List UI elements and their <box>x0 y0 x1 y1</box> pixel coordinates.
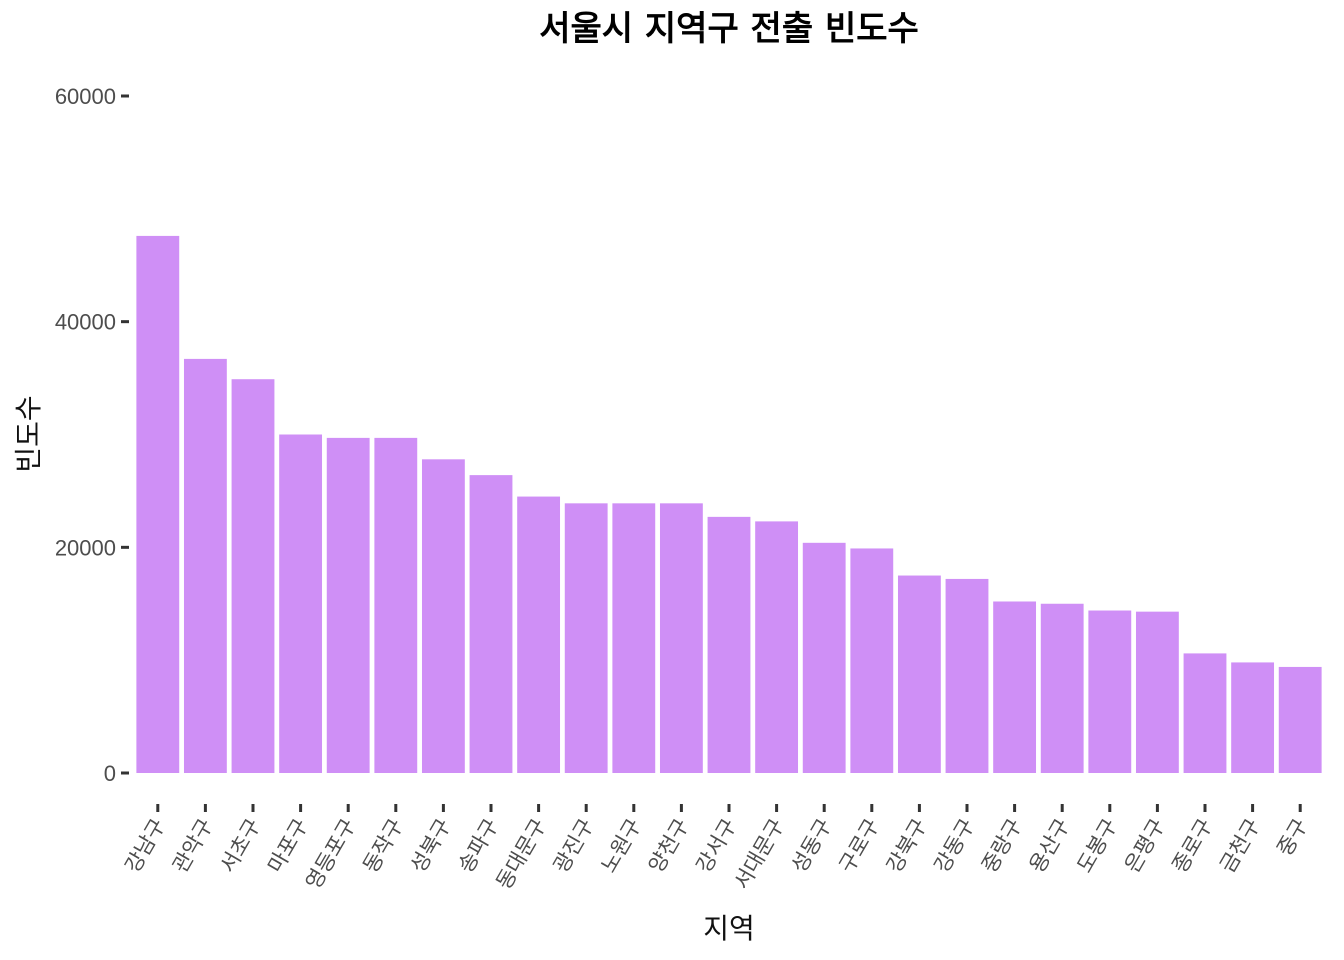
x-tick-label: 관악구 <box>168 815 218 877</box>
x-tick-label: 은평구 <box>1120 815 1170 877</box>
x-tick-label: 구로구 <box>834 815 884 877</box>
bar-강서구 <box>707 516 751 773</box>
bar-구로구 <box>850 548 894 773</box>
bar-송파구 <box>469 475 513 773</box>
x-axis: 강남구관악구서초구마포구영등포구동작구성북구송파구동대문구광진구노원구양천구강서… <box>120 804 1313 893</box>
bar-용산구 <box>1040 603 1084 773</box>
x-tick-label: 성북구 <box>406 815 456 877</box>
bar-영등포구 <box>326 437 370 773</box>
x-tick-label: 양천구 <box>644 815 694 877</box>
x-tick-label: 동작구 <box>358 815 408 877</box>
x-tick-label: 광진구 <box>549 815 599 877</box>
bar-금천구 <box>1231 662 1275 773</box>
bar-종로구 <box>1183 653 1227 773</box>
bar-은평구 <box>1135 611 1179 773</box>
x-tick-label: 중랑구 <box>977 815 1027 877</box>
y-axis: 0 20000 40000 60000 <box>55 84 129 786</box>
x-tick-label: 강동구 <box>930 815 980 877</box>
bar-서초구 <box>231 379 275 773</box>
x-tick-label: 송파구 <box>454 815 504 877</box>
bar-서대문구 <box>755 521 799 773</box>
bar-마포구 <box>279 434 323 773</box>
bar-동대문구 <box>517 496 561 773</box>
chart-title: 서울시 지역구 전출 빈도수 <box>539 9 919 49</box>
bar-성북구 <box>421 459 465 773</box>
bar-관악구 <box>183 358 227 773</box>
bar-양천구 <box>659 503 703 773</box>
bar-중구 <box>1278 666 1322 773</box>
y-axis-title: 빈도수 <box>12 395 45 472</box>
bar-동작구 <box>374 437 418 773</box>
y-tick-label: 60000 <box>55 84 116 109</box>
bar-강북구 <box>897 575 941 773</box>
x-tick-label: 중구 <box>1272 815 1312 860</box>
bar-도봉구 <box>1088 610 1132 773</box>
x-tick-label: 강북구 <box>882 815 932 877</box>
y-tick-label: 20000 <box>55 535 116 560</box>
bars-group <box>136 235 1322 773</box>
bar-강동구 <box>945 578 989 773</box>
x-tick-label: 강서구 <box>692 815 742 877</box>
bar-노원구 <box>612 503 656 773</box>
bar-광진구 <box>564 503 608 773</box>
x-axis-title: 지역 <box>703 912 755 945</box>
x-tick-label: 노원구 <box>596 815 646 877</box>
x-tick-label: 서초구 <box>216 815 266 877</box>
x-tick-label: 도봉구 <box>1072 815 1122 877</box>
bar-강남구 <box>136 235 180 773</box>
x-tick-label: 금천구 <box>1215 815 1265 877</box>
x-tick-label: 용산구 <box>1025 815 1075 877</box>
x-tick-label: 강남구 <box>120 815 170 877</box>
bar-중랑구 <box>993 601 1037 773</box>
x-tick-label: 마포구 <box>263 815 313 877</box>
bar-성동구 <box>802 542 846 773</box>
x-tick-label: 성동구 <box>787 815 837 877</box>
x-tick-label: 종로구 <box>1168 815 1218 877</box>
y-tick-label: 0 <box>104 761 116 786</box>
y-tick-label: 40000 <box>55 310 116 335</box>
